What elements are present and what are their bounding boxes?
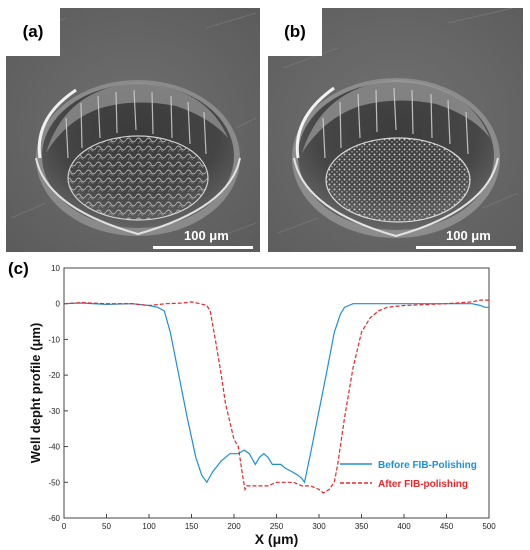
x-tick-label: 0 xyxy=(62,522,67,531)
x-tick-label: 200 xyxy=(227,522,241,531)
scale-bar-label-b: 100 μm xyxy=(446,228,491,243)
y-tick-label: -60 xyxy=(48,514,60,523)
sem-image-after: (b) 100 μm xyxy=(268,8,523,252)
series-line-after-polishing xyxy=(63,299,489,494)
sem-micrograph-a xyxy=(6,8,260,252)
depth-profile-chart: (c) 100-10-20-30-40-50-60 0 50 100 150 200 25… xyxy=(8,262,496,547)
y-tick-label: -40 xyxy=(48,443,60,452)
x-axis-title: X (μm) xyxy=(255,531,299,547)
x-tick-label: 250 xyxy=(270,522,284,531)
scale-bar-b xyxy=(416,246,516,249)
panel-label-a: (a) xyxy=(6,8,60,56)
x-tick-label: 300 xyxy=(312,522,326,531)
y-tick-label: -50 xyxy=(48,478,60,487)
series-layer xyxy=(63,299,489,494)
y-tick-label: -20 xyxy=(48,371,60,380)
sem-image-before: (a) 100 μm xyxy=(6,8,260,252)
x-tick-label: 400 xyxy=(397,522,411,531)
y-tick-label: -10 xyxy=(48,335,60,344)
x-axis-ticks: 0 50 100 150 200 250 300 350 400 450 500 xyxy=(62,514,496,531)
x-tick-label: 450 xyxy=(440,522,454,531)
x-tick-label: 350 xyxy=(355,522,369,531)
y-axis-ticks: 10 0 -10 -20 -30 -40 -50 -60 xyxy=(48,264,68,523)
x-tick-label: 50 xyxy=(102,522,111,531)
scale-bar-a xyxy=(153,246,253,249)
x-tick-label: 150 xyxy=(185,522,199,531)
series-line-before-polishing xyxy=(63,302,489,484)
legend-label: Before FIB-Polishing xyxy=(378,460,477,471)
x-tick-label: 500 xyxy=(482,522,496,531)
legend: Before FIB-Polishing After FIB-polishing xyxy=(340,460,477,490)
panel-label-b: (b) xyxy=(268,8,322,56)
y-tick-label: 10 xyxy=(51,264,60,273)
y-tick-label: -30 xyxy=(48,407,60,416)
x-tick-label: 100 xyxy=(142,522,156,531)
panel-label-c: (c) xyxy=(8,262,29,278)
y-tick-label: 0 xyxy=(56,300,61,309)
y-axis-title: Well depht profile (μm) xyxy=(28,323,43,464)
scale-bar-label-a: 100 μm xyxy=(184,228,229,243)
legend-label: After FIB-polishing xyxy=(378,479,468,490)
